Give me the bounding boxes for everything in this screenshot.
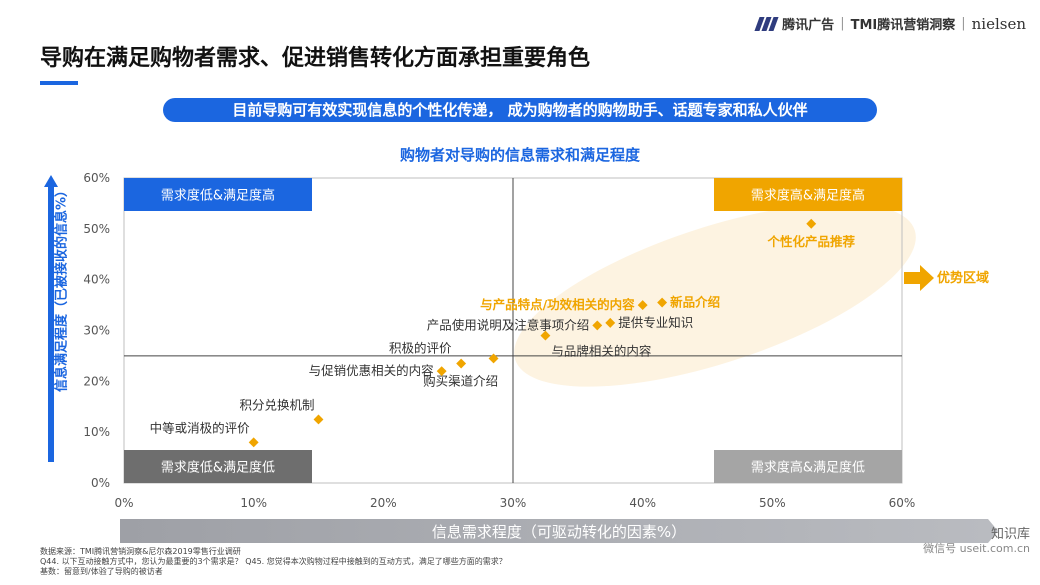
data-point	[806, 218, 817, 229]
brand-header: 腾讯广告 | TMI腾讯营销洞察 | nielsen	[754, 14, 1026, 33]
x-axis-band	[120, 519, 988, 543]
subtitle-banner: 目前导购可有效实现信息的个性化传递， 成为购物者的购物助手、话题专家和私人伙伴	[163, 98, 877, 122]
data-point	[637, 300, 648, 311]
x-tick-label: 60%	[889, 496, 916, 510]
quadrant-box-bottom-right	[714, 450, 902, 483]
tencent-ad-brand: 腾讯广告	[782, 18, 835, 33]
advantage-zone-ellipse	[514, 203, 916, 387]
brand-separator-2: |	[961, 16, 966, 31]
x-axis-arrow-icon	[988, 519, 998, 543]
x-tick-label: 50%	[759, 496, 786, 510]
y-tick-label: 50%	[83, 222, 110, 236]
quadrant-label-top-right: 需求度高&满足度高	[751, 188, 865, 204]
y-axis-arrow-icon	[44, 175, 58, 187]
tmi-brand: TMI腾讯营销洞察	[850, 18, 956, 33]
data-label: 与促销优惠相关的内容	[309, 363, 434, 378]
quadrant-box-top-right	[714, 178, 902, 211]
data-point	[657, 297, 668, 308]
data-point	[605, 317, 616, 328]
watermark: 知识库 微信号 useit.com.cn	[923, 528, 1030, 556]
y-tick-label: 20%	[83, 374, 110, 388]
data-label: 中等或消极的评价	[150, 420, 251, 435]
advantage-arrow-icon	[904, 265, 934, 291]
data-point	[436, 366, 447, 377]
data-label: 与产品特点/功效相关的内容	[480, 297, 635, 312]
page-title: 导购在满足购物者需求、促进销售转化方面承担重要角色	[40, 46, 591, 71]
base-note: 基数：留意到/体验了导购的被访者	[40, 567, 163, 576]
data-label: 产品使用说明及注意事项介绍	[427, 317, 590, 332]
x-tick-label: 0%	[114, 496, 133, 510]
nielsen-brand: nielsen	[971, 14, 1026, 33]
brand-separator: |	[840, 16, 845, 31]
watermark-name: 知识库	[990, 527, 1030, 542]
y-tick-label: 0%	[91, 476, 110, 490]
data-point	[456, 358, 467, 369]
data-point	[313, 414, 324, 425]
x-tick-label: 30%	[500, 496, 527, 510]
y-tick-label: 40%	[83, 273, 110, 287]
data-point	[540, 330, 551, 341]
data-point	[488, 353, 499, 364]
x-tick-label: 40%	[629, 496, 656, 510]
data-label: 积极的评价	[389, 340, 452, 355]
y-tick-label: 60%	[83, 171, 110, 185]
y-tick-label: 30%	[83, 324, 110, 338]
data-label: 积分兑换机制	[239, 397, 314, 412]
footnotes: 数据来源：TMI腾讯营销洞察&尼尔森2019零售行业调研 Q44. 以下互动接触…	[40, 547, 507, 577]
source-note: 数据来源：TMI腾讯营销洞察&尼尔森2019零售行业调研	[40, 547, 241, 556]
data-label: 与品牌相关的内容	[551, 344, 651, 359]
quadrant-label-bottom-left: 需求度低&满足度低	[161, 460, 275, 476]
x-tick-label: 10%	[240, 496, 267, 510]
title-underline	[40, 81, 78, 85]
x-tick-label: 20%	[370, 496, 397, 510]
watermark-wechat: 微信号 useit.com.cn	[923, 542, 1030, 555]
question-note: Q44. 以下互动接触方式中，您认为最重要的3个需求是？ Q45. 您觉得本次购…	[40, 557, 507, 566]
advantage-zone-label: 优势区域	[937, 271, 990, 286]
y-axis-arrow-shaft	[48, 186, 54, 462]
data-label: 个性化产品推荐	[766, 234, 855, 249]
y-tick-label: 10%	[83, 425, 110, 439]
data-label: 提供专业知识	[618, 315, 693, 330]
quadrant-box-top-left	[124, 178, 312, 211]
data-label: 购买渠道介绍	[423, 374, 498, 389]
quadrant-label-bottom-right: 需求度高&满足度低	[751, 460, 865, 476]
quadrant-box-bottom-left	[124, 450, 312, 483]
data-point	[592, 320, 603, 331]
chart-title: 购物者对导购的信息需求和满足程度	[399, 146, 640, 164]
data-point	[248, 437, 259, 448]
quadrant-label-top-left: 需求度低&满足度高	[161, 188, 275, 204]
x-axis-label: 信息需求程度（可驱动转化的因素%）	[431, 523, 687, 541]
data-label: 新品介绍	[670, 295, 720, 310]
